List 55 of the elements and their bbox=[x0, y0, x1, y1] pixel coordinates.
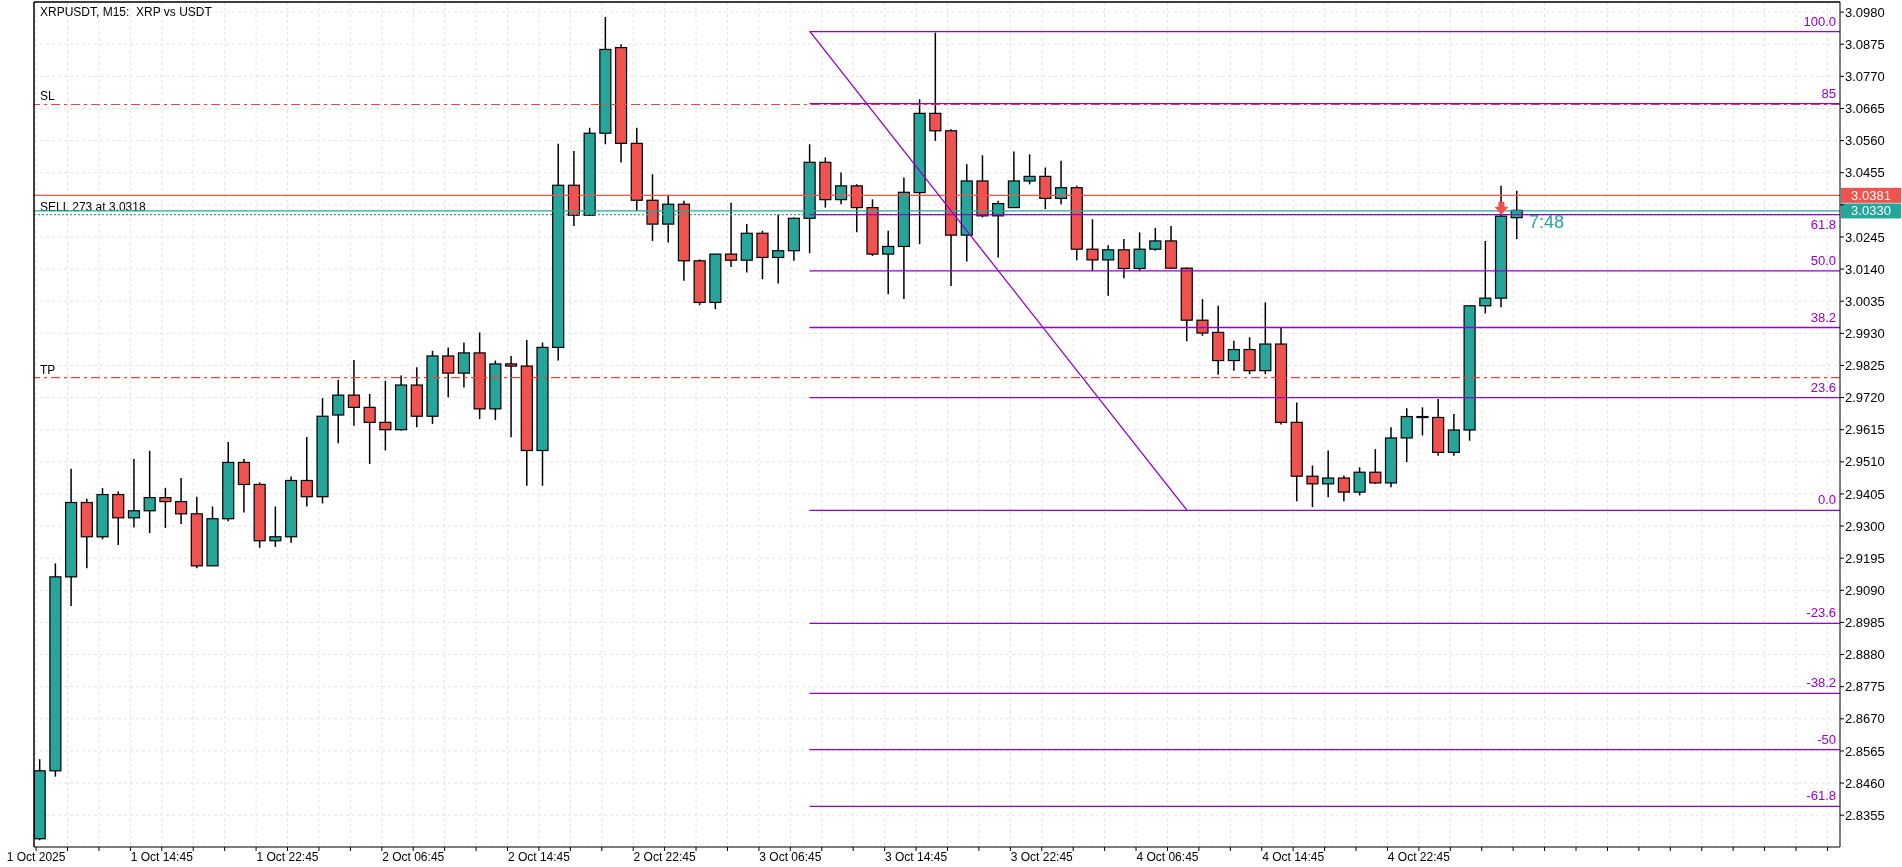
x-tick-label: 4 Oct 14:45 bbox=[1262, 849, 1325, 864]
y-tick-label: 2.8565 bbox=[1845, 743, 1885, 759]
y-tick-label: 2.9615 bbox=[1845, 422, 1885, 438]
x-tick-label: 3 Oct 06:45 bbox=[759, 849, 822, 864]
y-tick-label: 3.0140 bbox=[1845, 261, 1885, 277]
y-tick-label: 2.9510 bbox=[1845, 454, 1885, 470]
series-label: 23.6 bbox=[1810, 379, 1836, 395]
chart-title: XRPUSDT, M15: XRP vs USDT bbox=[40, 5, 212, 19]
series-label: 100.0 bbox=[1803, 13, 1836, 29]
ref-line-label: SL bbox=[40, 89, 55, 104]
x-tick-label: 1 Oct 2025 bbox=[6, 849, 66, 864]
y-tick-label: 2.9825 bbox=[1845, 358, 1885, 374]
y-tick-label: 3.0665 bbox=[1845, 101, 1885, 117]
series-label: 0.0 bbox=[1817, 492, 1836, 508]
y-tick-label: 2.9195 bbox=[1845, 550, 1885, 566]
y-tick-label: 3.0455 bbox=[1845, 165, 1885, 181]
series-label: -38.2 bbox=[1806, 675, 1836, 691]
x-tick-label: 3 Oct 22:45 bbox=[1010, 849, 1074, 864]
y-tick-label: 3.0980 bbox=[1845, 4, 1885, 20]
y-tick-label: 2.8355 bbox=[1845, 807, 1885, 823]
y-tick-label: 2.8670 bbox=[1845, 711, 1885, 727]
y-tick-label: 3.0035 bbox=[1845, 293, 1885, 309]
y-tick-label: 2.9720 bbox=[1845, 390, 1885, 406]
ref-line-label: SELL 273 at 3.0318 bbox=[40, 199, 146, 214]
x-tick-label: 1 Oct 14:45 bbox=[130, 849, 194, 864]
y-tick-label: 3.0560 bbox=[1845, 133, 1885, 149]
y-tick-label: 2.8880 bbox=[1845, 647, 1885, 663]
series-label: -61.8 bbox=[1806, 788, 1836, 804]
series-label: 50.0 bbox=[1810, 252, 1836, 268]
y-tick-label: 2.9930 bbox=[1845, 325, 1885, 341]
y-tick-label: 3.0245 bbox=[1845, 229, 1885, 245]
series-label: 61.8 bbox=[1810, 216, 1836, 232]
ref-line-label: 3.0330 bbox=[1851, 203, 1891, 219]
series-label: 38.2 bbox=[1810, 309, 1836, 325]
y-tick-label: 3.0875 bbox=[1845, 36, 1885, 52]
x-tick-label: 1 Oct 22:45 bbox=[256, 849, 319, 864]
y-tick-label: 2.9405 bbox=[1845, 486, 1885, 502]
x-tick-label: 4 Oct 06:45 bbox=[1136, 849, 1199, 864]
y-tick-label: 2.8460 bbox=[1845, 775, 1885, 791]
series-label: -23.6 bbox=[1806, 605, 1836, 621]
y-tick-label: 2.8775 bbox=[1845, 679, 1885, 695]
series-label: -50 bbox=[1817, 731, 1836, 747]
x-tick-label: 2 Oct 22:45 bbox=[633, 849, 696, 864]
ref-line-label: 3.0381 bbox=[1851, 187, 1891, 203]
x-tick-label: 3 Oct 14:45 bbox=[885, 849, 948, 864]
x-tick-label: 4 Oct 22:45 bbox=[1387, 849, 1451, 864]
ref-line-label: TP bbox=[40, 362, 56, 377]
annotation: 7:48 bbox=[1529, 212, 1565, 233]
x-tick-label: 2 Oct 06:45 bbox=[382, 849, 445, 864]
series-label: 85 bbox=[1821, 85, 1836, 101]
x-tick-label: 2 Oct 14:45 bbox=[507, 849, 571, 864]
y-tick-label: 2.8985 bbox=[1845, 615, 1885, 631]
y-tick-label: 3.0770 bbox=[1845, 68, 1885, 84]
y-tick-label: 2.9090 bbox=[1845, 582, 1885, 598]
y-tick-label: 2.9300 bbox=[1845, 518, 1885, 534]
